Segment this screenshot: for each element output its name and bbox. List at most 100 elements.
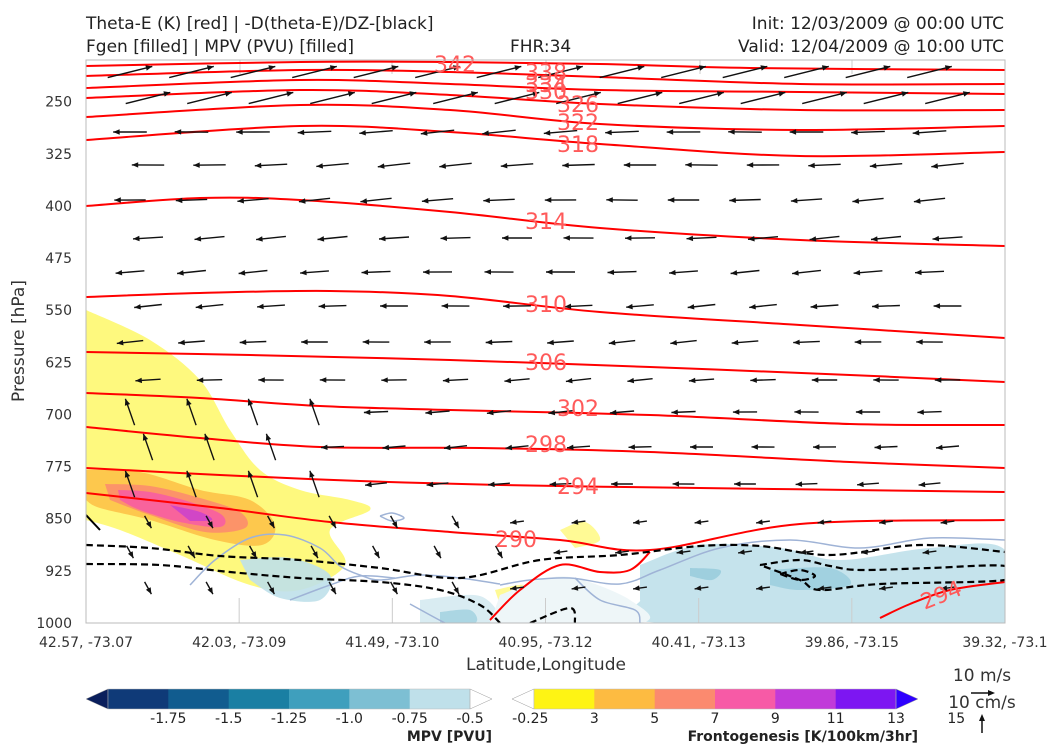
wind-vector-head (116, 340, 124, 346)
mpv-colorbar-tick-label: -0.75 (392, 711, 428, 727)
frontogenesis-region (170, 505, 213, 521)
wind-reference-horizontal-label: 10 m/s (953, 666, 1011, 686)
wind-vector-head (178, 339, 185, 346)
theta-e-contour-label: 322 (557, 111, 599, 136)
wind-vector-head (207, 521, 213, 529)
theta-e-contour-label: 306 (525, 351, 567, 376)
wind-vector-head (936, 444, 943, 451)
wind-vector-head (484, 269, 491, 275)
wind-vector (802, 91, 847, 105)
wind-vector-head (676, 549, 684, 555)
wind-vector-head (247, 398, 254, 406)
wind-vector-head (363, 409, 371, 415)
wind-vector-head (237, 198, 244, 204)
wind-vector-head (268, 587, 275, 595)
wind-vector-head (470, 91, 478, 97)
theta-e-contour-line (86, 88, 1005, 112)
frontogenesis-colorbar-tick-label: 9 (771, 711, 780, 727)
wind-vector (292, 65, 337, 79)
wind-vector (556, 91, 601, 105)
mpv-colorbar-frame (107, 688, 471, 710)
wind-vector-head (359, 130, 366, 136)
theta-e-contour-line (86, 60, 1005, 71)
wind-vector-head (729, 197, 736, 203)
wind-vector-head (548, 409, 556, 416)
wind-vector-head (189, 551, 195, 559)
wind-vector-head (563, 235, 570, 241)
wind-vector-head (655, 91, 663, 97)
wind-vector-head (609, 409, 617, 416)
wind-vector-head (605, 129, 612, 136)
wind-vector-head (666, 129, 674, 135)
wind-vector-head (425, 409, 433, 416)
wind-vector-head (532, 91, 540, 97)
mpv-colorbar-swatch (289, 689, 350, 709)
wind-vector-head (792, 270, 799, 276)
wind-vector-head (175, 197, 183, 204)
wind-vector-head (852, 198, 860, 204)
wind-vector-head (698, 65, 706, 71)
y-tick-label: 850 (45, 512, 72, 528)
wind-vector-head (423, 269, 430, 275)
theta-e-contour-line (86, 103, 1005, 132)
wind-vector-head (626, 303, 633, 310)
wind-vector-head (373, 551, 380, 559)
wind-vector-head (318, 303, 326, 309)
wind-vector-head (505, 444, 513, 451)
wind-vector-head (853, 270, 861, 276)
wind-vector-head (730, 270, 738, 276)
wind-vector (169, 65, 214, 79)
wind-vector (679, 91, 724, 105)
wind-vector-head (855, 409, 863, 415)
wind-vector-head (238, 270, 246, 276)
wind-vector (722, 65, 768, 79)
wind-vector-head (564, 303, 572, 310)
frontogenesis-colorbar-tick-label: 11 (827, 711, 845, 727)
wind-vector-head (883, 65, 891, 71)
wind-vector-head (790, 198, 798, 204)
y-tick-label: 400 (45, 199, 72, 215)
wind-vector (907, 65, 952, 79)
theta-e-contour-label: 302 (557, 397, 599, 422)
wind-vector-head (360, 198, 368, 204)
wind-vector-head (145, 521, 152, 529)
wind-vector-head (135, 377, 142, 384)
wind-vector-head (206, 65, 214, 71)
wind-vector-head (145, 587, 152, 595)
x-axis-ticks: 42.57, -73.07 42.03, -73.09 41.49, -73.10 4… (39, 635, 1048, 651)
wind-vector-head (575, 65, 583, 71)
y-tick-label: 475 (45, 251, 72, 267)
wind-vector-head (915, 269, 922, 276)
wind-reference-key: 10 m/s 10 cm/s (948, 666, 1016, 733)
wind-vector (494, 91, 540, 105)
wind-vector-head (669, 269, 676, 276)
theta-e-contour-label: 330 (525, 80, 567, 105)
theta-e-contour-label: 318 (557, 133, 599, 158)
y-tick-label: 1000 (36, 616, 72, 632)
y-tick-label: 775 (45, 460, 72, 476)
wind-vector-head (134, 304, 141, 310)
frontogenesis-colorbar: 3 5 7 9 11 13 15 (511, 688, 965, 727)
wind-vector (310, 91, 355, 105)
wind-vector-head (857, 481, 864, 488)
frontogenesis-colorbar-swatch (835, 689, 897, 709)
wind-vector (863, 91, 909, 105)
wind-vector-head (196, 377, 204, 383)
wind-vector-head (453, 521, 459, 529)
y-tick-label: 925 (45, 564, 72, 580)
wind-vector-head (690, 444, 697, 450)
mpv-colorbar-tick-label: -0.25 (512, 711, 548, 727)
wind-vector-head (440, 235, 447, 241)
wind-vector-head (879, 519, 886, 525)
wind-vector-head (510, 519, 517, 525)
wind-vector-head (312, 551, 318, 559)
wind-vector-head (254, 162, 262, 169)
wind-vector-head (749, 304, 756, 310)
mpv-region (440, 609, 478, 623)
wind-vector (125, 91, 171, 105)
y-tick-label: 250 (45, 95, 72, 111)
wind-vector (617, 91, 663, 105)
wind-vector (371, 91, 417, 105)
wind-vector-head (813, 444, 820, 450)
